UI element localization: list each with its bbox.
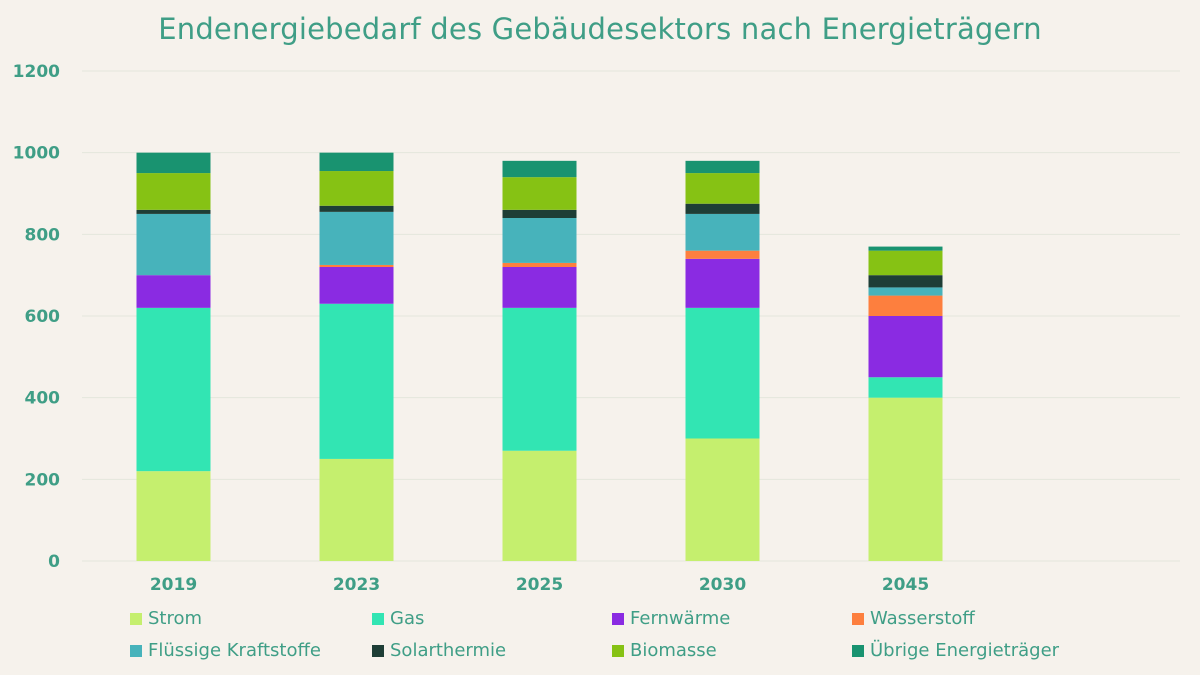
x-tick-label: 2023 [333, 575, 380, 595]
bar-segment-biomasse [868, 250, 943, 276]
bar-segment-fernw-rme [868, 316, 943, 378]
y-tick-label: 600 [25, 307, 61, 327]
bar-segment-strom [685, 438, 760, 561]
legend-swatch [852, 644, 864, 657]
bar-segment--brige-energietr-ger [685, 160, 760, 174]
bar-segment-fernw-rme [502, 267, 577, 308]
y-tick-label: 0 [48, 552, 60, 572]
bar-segment-solarthermie [136, 209, 211, 214]
x-tick-label: 2025 [516, 575, 563, 595]
bar-segment-solarthermie [868, 275, 943, 288]
legend-label: Biomasse [630, 640, 717, 661]
legend-item: Gas [372, 608, 424, 629]
bar-segment-strom [319, 458, 394, 561]
legend-label: Übrige Energieträger [870, 640, 1060, 661]
legend-label: Fernwärme [630, 608, 731, 629]
legend-label: Flüssige Kraftstoffe [148, 640, 321, 661]
bar-segment--brige-energietr-ger [502, 160, 577, 178]
bar-segment-solarthermie [319, 205, 394, 212]
legend-item: Fernwärme [612, 608, 730, 629]
y-tick-label: 1000 [13, 144, 60, 164]
bar-segment-fl-ssige-kraftstoffe [685, 213, 760, 251]
bar-segment-wasserstoff [319, 264, 394, 267]
bar-segment-fl-ssige-kraftstoffe [136, 213, 211, 276]
bar-segment-biomasse [319, 171, 394, 206]
bar-segment-strom [136, 471, 211, 561]
bar-segment-fernw-rme [136, 275, 211, 308]
y-tick-label: 400 [25, 389, 61, 409]
bar-segment-gas [319, 303, 394, 459]
bar-segment-fernw-rme [319, 267, 394, 304]
chart-title: Endenergiebedarf des Gebäudesektors nach… [158, 12, 1042, 46]
bar-segment-wasserstoff [685, 250, 760, 259]
legend-label: Strom [148, 608, 203, 629]
bar-segment-gas [685, 307, 760, 439]
bar-segment-fl-ssige-kraftstoffe [319, 211, 394, 265]
legend-item: Biomasse [612, 640, 717, 661]
bar-segment-gas [868, 377, 943, 398]
legend-swatch [372, 644, 384, 657]
bar-segment-strom [868, 397, 943, 561]
legend-swatch [612, 612, 624, 625]
bar-segment-biomasse [685, 173, 760, 204]
bar-segment-biomasse [502, 177, 577, 210]
legend-swatch [612, 644, 624, 657]
bar-segment-wasserstoff [868, 295, 943, 316]
bar-segment-gas [136, 307, 211, 472]
legend-swatch [130, 612, 142, 625]
legend-label: Solarthermie [390, 640, 507, 661]
legend-item: Solarthermie [372, 640, 506, 661]
legend-swatch [130, 644, 142, 657]
legend-item: Übrige Energieträger [852, 640, 1059, 661]
bar-segment-strom [502, 450, 577, 561]
bar-segment-gas [502, 307, 577, 451]
legend-item: Strom [130, 608, 202, 629]
legend-swatch [852, 612, 864, 625]
bar-segment--brige-energietr-ger [868, 246, 943, 251]
legend-label: Gas [390, 608, 425, 629]
y-tick-label: 1200 [13, 62, 60, 82]
bar-segment-fl-ssige-kraftstoffe [868, 287, 943, 296]
legend-item: Wasserstoff [852, 608, 975, 629]
bar-segment--brige-energietr-ger [319, 152, 394, 172]
y-tick-label: 200 [25, 470, 61, 490]
bar-segment-solarthermie [685, 203, 760, 214]
legend-label: Wasserstoff [870, 608, 975, 629]
bar-segment-wasserstoff [502, 262, 577, 267]
x-tick-label: 2019 [150, 575, 197, 595]
bar-segment-biomasse [136, 173, 211, 210]
bar-segment-solarthermie [502, 209, 577, 218]
bar-segment-fl-ssige-kraftstoffe [502, 218, 577, 263]
x-tick-label: 2045 [882, 575, 929, 595]
bar-segment--brige-energietr-ger [136, 152, 211, 174]
y-tick-label: 800 [25, 225, 61, 245]
legend-swatch [372, 612, 384, 625]
x-tick-label: 2030 [699, 575, 746, 595]
bar-segment-fernw-rme [685, 258, 760, 308]
legend-item: Flüssige Kraftstoffe [130, 640, 321, 661]
